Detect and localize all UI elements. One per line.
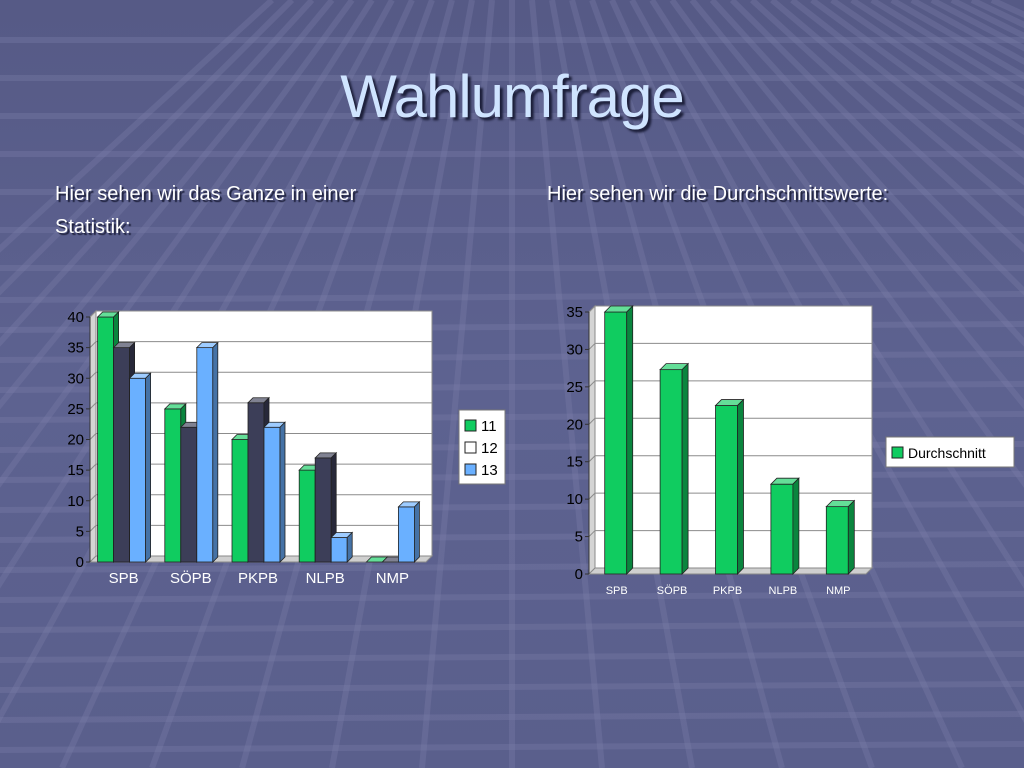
c2-legend: Durchschnitt xyxy=(885,436,1015,468)
c1-legend-label: 13 xyxy=(481,462,498,479)
right-description: Hier sehen wir die Durchschnittswerte: xyxy=(547,183,889,205)
c2-legend-swatch xyxy=(891,446,904,459)
c2-bar xyxy=(714,398,745,575)
c2-gridline xyxy=(588,455,596,463)
c2-gridline xyxy=(588,380,596,388)
c2-bar-side xyxy=(847,499,855,575)
c2-bar xyxy=(769,477,800,575)
c2-bar xyxy=(659,362,690,575)
c1-gridline xyxy=(89,525,97,532)
c1-y-tick-label: 35 xyxy=(67,340,84,357)
c1-legend: 11 12 13 xyxy=(458,409,506,485)
c2-bar-side xyxy=(681,362,689,575)
c2-x-tick-label: PKPB xyxy=(713,585,742,597)
c2-bar-front xyxy=(659,369,683,575)
c2-bar-front xyxy=(715,405,738,575)
c2-legend-label: Durchschnitt xyxy=(908,445,986,461)
c2-bar xyxy=(603,305,634,575)
c2-y-tick-label: 5 xyxy=(575,529,583,546)
c1-legend-swatch xyxy=(464,463,477,476)
c2-bar-side xyxy=(626,305,634,575)
c2-gridline xyxy=(588,343,596,350)
c1-bar-side xyxy=(212,341,219,563)
c2-bar-front xyxy=(770,483,794,575)
c2-y-tick-label: 15 xyxy=(566,454,583,471)
slide-title: Wahlumfrage xyxy=(340,63,685,130)
c2-gridline xyxy=(588,492,596,500)
c1-y-tick-label: 25 xyxy=(67,401,84,418)
c2-gridline xyxy=(588,305,596,313)
c1-x-tick-label: SPB xyxy=(109,570,139,587)
c1-legend-label: 11 xyxy=(481,418,497,435)
c1-bar xyxy=(195,341,219,563)
left-description: Hier sehen wir das Ganze in einer Statis… xyxy=(55,183,357,238)
c1-bar xyxy=(314,451,338,563)
c2-x-tick-label: NMP xyxy=(826,585,850,597)
c1-bar xyxy=(330,531,354,563)
c1-gridline xyxy=(89,310,97,318)
c1-y-tick-label: 10 xyxy=(67,493,84,510)
c1-legend-label: 12 xyxy=(481,440,498,457)
c1-x-tick-label: SÖPB xyxy=(170,569,212,587)
c1-bar-side xyxy=(413,500,420,563)
c2-bar xyxy=(825,499,856,575)
c2-x-tick-label: SÖPB xyxy=(657,585,688,597)
c2-bar-front xyxy=(604,311,628,575)
c1-x-tick-label: NMP xyxy=(376,570,409,587)
c2-bar-side xyxy=(737,398,744,575)
c2-y-tick-label: 25 xyxy=(566,379,583,396)
c1-bar xyxy=(397,500,421,563)
c1-y-tick-label: 40 xyxy=(67,309,84,326)
c2-bar-front xyxy=(825,506,849,575)
c1-bar xyxy=(263,421,286,563)
c2-x-tick-label: SPB xyxy=(606,585,628,597)
c2-y-tick-label: 0 xyxy=(575,566,583,583)
c1-y-tick-label: 20 xyxy=(67,432,84,449)
c1-gridline xyxy=(89,341,97,348)
c2-y-tick-label: 30 xyxy=(566,341,583,358)
c1-gridline xyxy=(89,433,97,440)
c2-y-tick-label: 10 xyxy=(566,491,583,508)
c1-legend-swatch xyxy=(464,441,477,454)
c2-x-tick-label: NLPB xyxy=(769,585,798,597)
c1-gridline xyxy=(89,402,97,410)
c1-legend-swatch xyxy=(464,419,477,432)
c2-gridline xyxy=(588,417,596,425)
c1-x-tick-label: NLPB xyxy=(306,570,345,587)
c1-y-tick-label: 15 xyxy=(67,462,84,479)
c2-bar-side xyxy=(792,477,800,575)
c1-gridline xyxy=(89,463,97,471)
c1-x-tick-label: PKPB xyxy=(238,570,278,587)
c1-bar-side xyxy=(346,531,353,563)
c1-bar-side xyxy=(279,421,286,563)
c1-bar xyxy=(128,372,152,563)
c1-y-tick-label: 5 xyxy=(76,523,84,540)
c1-gridline xyxy=(89,494,97,502)
c2-legend-box xyxy=(885,436,1015,468)
c2-gridline xyxy=(588,530,596,537)
c1-gridline xyxy=(89,371,97,379)
c1-y-tick-label: 30 xyxy=(67,370,84,387)
c1-y-tick-label: 0 xyxy=(76,554,84,571)
c1-bar-side xyxy=(145,372,152,563)
c2-y-tick-label: 35 xyxy=(566,304,583,321)
c2-y-tick-label: 20 xyxy=(566,416,583,433)
